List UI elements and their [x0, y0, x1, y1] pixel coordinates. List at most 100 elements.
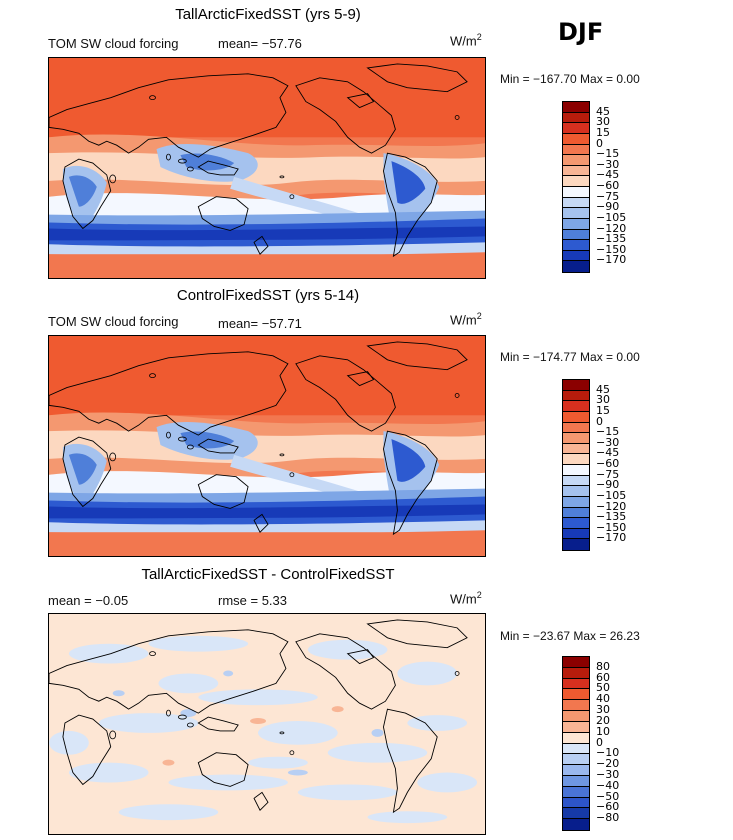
panel1-title: TallArcticFixedSST (yrs 5-9) — [175, 6, 361, 23]
colorbar-swatch — [563, 539, 589, 550]
colorbar-tick-label: −10 — [596, 746, 620, 760]
colorbar-tick-label: 45 — [596, 104, 610, 118]
colorbar-tick-label: 30 — [596, 703, 610, 717]
panel2-units: W/m2 — [450, 311, 482, 328]
colorbar-tick-label: −40 — [596, 778, 620, 792]
colorbar-swatch — [563, 721, 589, 733]
colorbar-swatch — [563, 454, 589, 465]
colorbar-swatch — [563, 518, 589, 529]
colorbar-swatch — [563, 380, 589, 391]
colorbar-tick-label: −150 — [596, 520, 627, 534]
colorbar-swatch — [563, 819, 589, 830]
panel3-title: TallArcticFixedSST - ControlFixedSST — [141, 566, 395, 583]
colorbar-tick-label: −60 — [596, 457, 620, 470]
colorbar-swatch — [563, 486, 589, 497]
colorbar-swatch — [563, 443, 589, 455]
colorbar-swatch — [563, 732, 589, 744]
colorbar-swatch — [563, 808, 589, 820]
colorbar-swatch — [563, 208, 589, 219]
colorbar-swatch — [563, 711, 589, 722]
contour-fill — [49, 58, 485, 278]
colorbar-swatch — [563, 250, 589, 262]
colorbar-swatch — [563, 475, 589, 487]
colorbar-swatch — [563, 102, 589, 113]
colorbar-tick-label: −15 — [596, 425, 620, 439]
colorbar-tick-label: −30 — [596, 767, 620, 781]
coastlines — [49, 341, 468, 536]
panel3-map — [48, 613, 486, 835]
colorbar-swatch — [563, 689, 589, 701]
colorbar-tick-label: −90 — [596, 478, 620, 492]
coastlines — [49, 63, 468, 258]
panel2-mean: mean= −57.71 — [218, 316, 302, 331]
coastlines — [49, 619, 468, 814]
colorbar-tick-label: 30 — [596, 115, 610, 129]
colorbar-swatch — [563, 528, 589, 540]
colorbar-tick-label: −60 — [596, 179, 620, 192]
colorbar-swatch — [563, 433, 589, 444]
colorbar-tick-label: 30 — [596, 393, 610, 407]
colorbar-swatch — [563, 401, 589, 412]
colorbar-tick-label: 50 — [596, 681, 610, 695]
colorbar-tick-label: −15 — [596, 147, 620, 161]
colorbar-swatch — [563, 700, 589, 712]
contour-fill — [49, 614, 485, 834]
panel3-minmax: Min = −23.67 Max = 26.23 — [500, 629, 640, 643]
colorbar-tick-label: 0 — [596, 735, 603, 749]
colorbar-swatch — [563, 754, 589, 766]
colorbar-tick-label: −105 — [596, 488, 627, 502]
colorbar-tick-label: −30 — [596, 435, 620, 449]
panel1-units: W/m2 — [450, 32, 482, 49]
colorbar-tick-label: 15 — [596, 403, 610, 417]
colorbar-tick-label: −80 — [596, 811, 620, 825]
colorbar-tick-label: −120 — [596, 221, 627, 235]
colorbar-swatch — [563, 176, 589, 187]
colorbar-tick-label: 10 — [596, 724, 610, 738]
colorbar-tick-label: −150 — [596, 242, 627, 256]
contour-fill — [49, 336, 485, 556]
colorbar-tick-label: −45 — [596, 168, 620, 182]
colorbar-tick-label: −105 — [596, 210, 627, 224]
colorbar-tick-label: −75 — [596, 189, 620, 203]
colorbar-tick-label: 0 — [596, 414, 603, 428]
colorbar-swatch — [563, 786, 589, 798]
colorbar-swatch — [563, 743, 589, 755]
season-label: DJF — [558, 18, 604, 46]
panel2-minmax: Min = −174.77 Max = 0.00 — [500, 350, 640, 364]
panel2-variable: TOM SW cloud forcing — [48, 314, 179, 329]
colorbar-tick-label: −135 — [596, 510, 627, 524]
colorbar-swatch — [563, 218, 589, 230]
colorbar-tick-label: −20 — [596, 757, 620, 771]
colorbar-swatch — [563, 507, 589, 519]
colorbar-tick-label: 60 — [596, 670, 610, 684]
colorbar-swatch — [563, 390, 589, 402]
colorbar-swatch — [563, 165, 589, 177]
colorbar-tick-label: −75 — [596, 467, 620, 481]
colorbar-swatch — [563, 229, 589, 241]
panel1-variable: TOM SW cloud forcing — [48, 36, 179, 51]
colorbar-swatch — [563, 112, 589, 124]
colorbar-swatch — [563, 657, 589, 668]
panel2-map — [48, 335, 486, 557]
panel1-colorbar — [562, 101, 590, 273]
colorbar-tick-label: 80 — [596, 659, 610, 673]
colorbar-swatch — [563, 133, 589, 145]
colorbar-swatch — [563, 261, 589, 272]
colorbar-swatch — [563, 411, 589, 423]
colorbar-swatch — [563, 496, 589, 508]
colorbar-swatch — [563, 797, 589, 809]
colorbar-swatch — [563, 422, 589, 434]
colorbar-swatch — [563, 667, 589, 679]
colorbar-tick-label: −170 — [596, 531, 627, 545]
panel2-title: ControlFixedSST (yrs 5-14) — [176, 287, 360, 304]
panel1-map — [48, 57, 486, 279]
colorbar-tick-label: 15 — [596, 125, 610, 139]
colorbar-swatch — [563, 775, 589, 787]
colorbar-tick-label: 40 — [596, 692, 610, 706]
colorbar-swatch — [563, 197, 589, 209]
panel1-mean: mean= −57.76 — [218, 36, 302, 51]
colorbar-swatch — [563, 123, 589, 134]
panel2-colorbar — [562, 379, 590, 551]
colorbar-swatch — [563, 240, 589, 251]
colorbar-swatch — [563, 144, 589, 156]
